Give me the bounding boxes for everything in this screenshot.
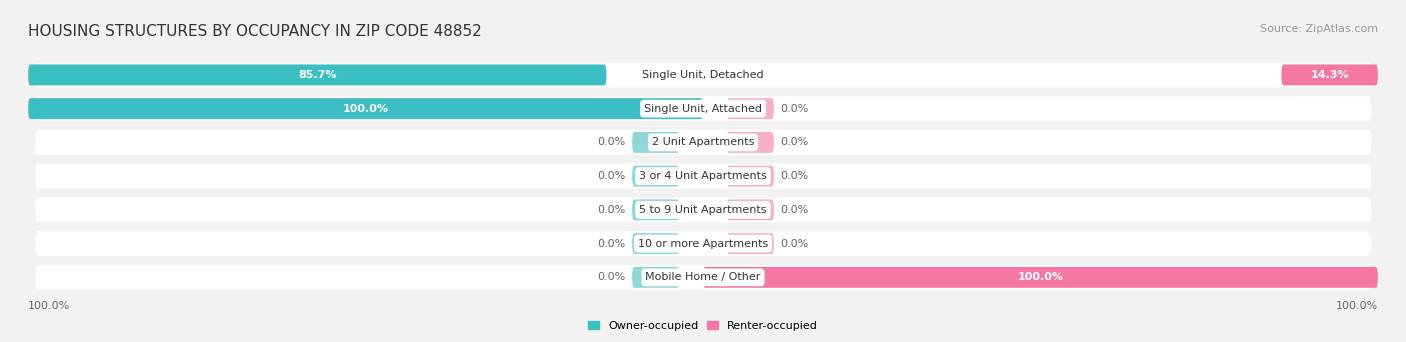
Text: 0.0%: 0.0% [598,205,626,215]
FancyBboxPatch shape [35,164,1371,189]
Text: 0.0%: 0.0% [598,239,626,249]
Text: 0.0%: 0.0% [598,171,626,181]
FancyBboxPatch shape [633,199,679,220]
Text: 0.0%: 0.0% [780,171,808,181]
FancyBboxPatch shape [28,64,606,86]
Text: 3 or 4 Unit Apartments: 3 or 4 Unit Apartments [640,171,766,181]
FancyBboxPatch shape [1281,64,1378,86]
FancyBboxPatch shape [35,197,1371,222]
Text: 2 Unit Apartments: 2 Unit Apartments [652,137,754,147]
Text: 100.0%: 100.0% [1018,272,1063,282]
Text: Single Unit, Attached: Single Unit, Attached [644,104,762,114]
FancyBboxPatch shape [35,265,1371,290]
Text: HOUSING STRUCTURES BY OCCUPANCY IN ZIP CODE 48852: HOUSING STRUCTURES BY OCCUPANCY IN ZIP C… [28,24,482,39]
Text: Mobile Home / Other: Mobile Home / Other [645,272,761,282]
FancyBboxPatch shape [703,267,1378,288]
Text: 0.0%: 0.0% [598,137,626,147]
Text: 100.0%: 100.0% [343,104,388,114]
FancyBboxPatch shape [633,233,679,254]
FancyBboxPatch shape [633,166,679,187]
FancyBboxPatch shape [35,63,1371,88]
FancyBboxPatch shape [633,132,679,153]
FancyBboxPatch shape [727,166,773,187]
FancyBboxPatch shape [35,96,1371,121]
FancyBboxPatch shape [35,130,1371,155]
Text: Source: ZipAtlas.com: Source: ZipAtlas.com [1260,24,1378,34]
FancyBboxPatch shape [727,199,773,220]
Text: 10 or more Apartments: 10 or more Apartments [638,239,768,249]
Text: 14.3%: 14.3% [1310,70,1348,80]
FancyBboxPatch shape [35,231,1371,256]
Text: 0.0%: 0.0% [780,104,808,114]
Text: 5 to 9 Unit Apartments: 5 to 9 Unit Apartments [640,205,766,215]
Text: 100.0%: 100.0% [28,301,70,311]
FancyBboxPatch shape [633,267,679,288]
FancyBboxPatch shape [727,98,773,119]
Text: 0.0%: 0.0% [780,239,808,249]
Text: 0.0%: 0.0% [598,272,626,282]
FancyBboxPatch shape [727,132,773,153]
Legend: Owner-occupied, Renter-occupied: Owner-occupied, Renter-occupied [583,316,823,336]
Text: 0.0%: 0.0% [780,205,808,215]
Text: Single Unit, Detached: Single Unit, Detached [643,70,763,80]
Text: 100.0%: 100.0% [1336,301,1378,311]
Text: 0.0%: 0.0% [780,137,808,147]
FancyBboxPatch shape [28,98,703,119]
FancyBboxPatch shape [727,233,773,254]
Text: 85.7%: 85.7% [298,70,336,80]
